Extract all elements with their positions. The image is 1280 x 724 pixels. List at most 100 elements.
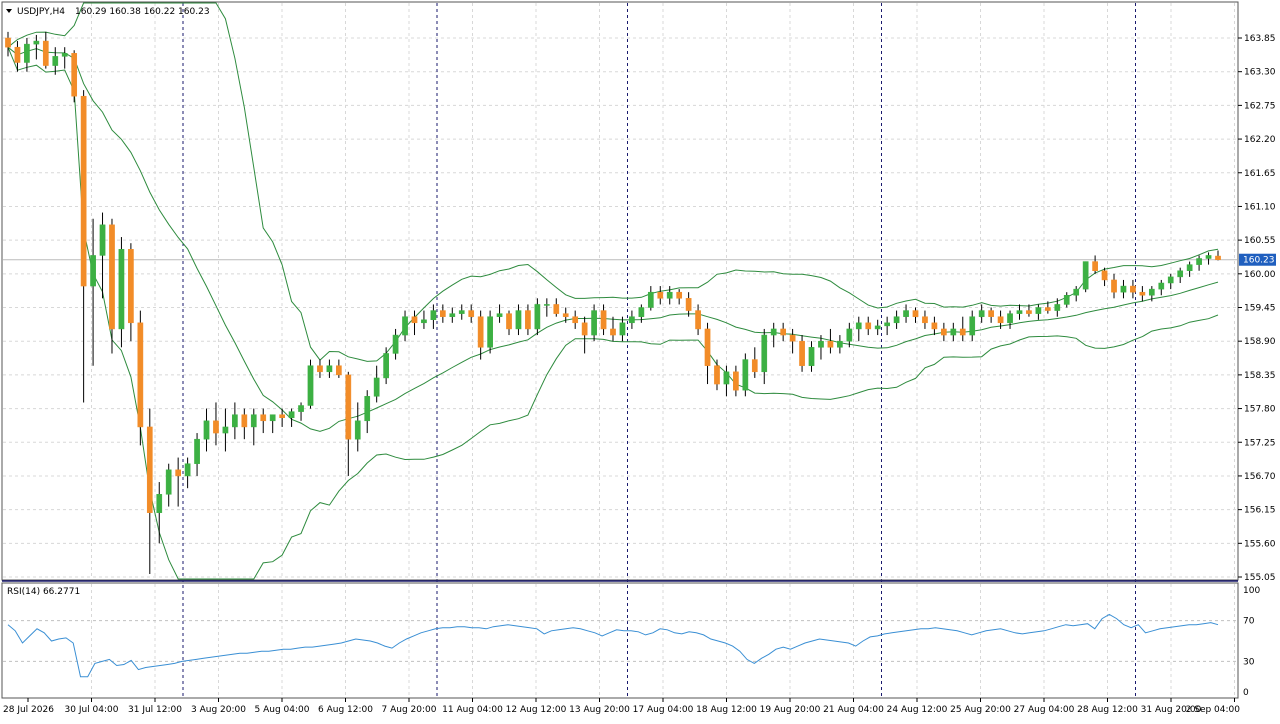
candle[interactable]	[383, 347, 389, 385]
candle[interactable]	[1148, 286, 1155, 302]
candle[interactable]	[213, 402, 219, 446]
candle[interactable]	[269, 414, 276, 434]
candle[interactable]	[1082, 261, 1089, 293]
candle[interactable]	[638, 304, 645, 323]
candle[interactable]	[165, 463, 172, 507]
candle[interactable]	[5, 31, 11, 57]
candle[interactable]	[761, 328, 768, 385]
candle[interactable]	[156, 482, 163, 544]
candle[interactable]	[1026, 304, 1032, 317]
candle[interactable]	[345, 371, 352, 476]
candle[interactable]	[354, 402, 361, 452]
candle[interactable]	[1054, 298, 1061, 317]
price-axis[interactable]: 163.85 163.30 162.75 162.20 161.65 161.10 160.…	[1238, 34, 1276, 583]
candle[interactable]	[610, 316, 616, 342]
candle[interactable]	[317, 359, 323, 378]
candle[interactable]	[24, 38, 30, 72]
candle[interactable]	[666, 286, 673, 305]
triangle-down-icon[interactable]	[6, 9, 12, 13]
candle[interactable]	[723, 365, 730, 397]
candle[interactable]	[241, 408, 248, 440]
candle[interactable]	[846, 322, 853, 348]
candle[interactable]	[1205, 252, 1212, 265]
candle[interactable]	[997, 310, 1004, 329]
candle[interactable]	[1177, 267, 1184, 283]
candle[interactable]	[657, 286, 664, 305]
candle[interactable]	[477, 310, 484, 360]
candle[interactable]	[411, 310, 418, 336]
candle[interactable]	[874, 319, 881, 336]
candle[interactable]	[1196, 255, 1202, 271]
candle[interactable]	[421, 310, 427, 329]
candle[interactable]	[1035, 304, 1042, 320]
candle[interactable]	[1167, 273, 1174, 290]
candle[interactable]	[487, 310, 493, 354]
candle[interactable]	[364, 390, 371, 434]
candle[interactable]	[496, 304, 503, 323]
candle[interactable]	[71, 50, 78, 103]
candle[interactable]	[458, 304, 465, 320]
candle[interactable]	[14, 41, 21, 72]
candle[interactable]	[903, 304, 909, 323]
candle[interactable]	[402, 310, 408, 342]
candle[interactable]	[194, 433, 200, 476]
candle[interactable]	[336, 359, 342, 378]
candles[interactable]	[5, 31, 1221, 574]
candle[interactable]	[260, 408, 267, 434]
candle[interactable]	[61, 47, 68, 69]
candle[interactable]	[468, 304, 475, 323]
candle[interactable]	[250, 408, 257, 446]
candle[interactable]	[770, 322, 777, 348]
candle[interactable]	[146, 408, 153, 574]
time-axis[interactable]: 28 Jul 2026 30 Jul 04:00 31 Jul 12:00 3 Aug…	[3, 698, 1240, 715]
candle[interactable]	[525, 304, 531, 336]
candle[interactable]	[288, 408, 295, 427]
candle[interactable]	[1016, 304, 1023, 320]
candle[interactable]	[232, 402, 238, 440]
candle[interactable]	[950, 322, 957, 342]
candle[interactable]	[742, 353, 749, 397]
candle[interactable]	[52, 47, 59, 75]
candle[interactable]	[855, 316, 862, 342]
candle[interactable]	[1101, 267, 1108, 287]
candle[interactable]	[128, 243, 134, 342]
candle[interactable]	[931, 316, 938, 336]
candle[interactable]	[203, 408, 210, 452]
candle[interactable]	[941, 322, 947, 342]
candle[interactable]	[988, 307, 994, 323]
candle[interactable]	[543, 298, 550, 317]
candle[interactable]	[912, 307, 919, 323]
candle[interactable]	[506, 310, 512, 336]
candle[interactable]	[1044, 301, 1051, 314]
candle[interactable]	[591, 304, 597, 342]
candle[interactable]	[714, 359, 720, 391]
candle[interactable]	[33, 34, 40, 60]
candle[interactable]	[827, 328, 834, 354]
candle[interactable]	[298, 402, 304, 421]
candle[interactable]	[515, 304, 522, 336]
candle[interactable]	[42, 31, 49, 69]
candle[interactable]	[704, 322, 711, 385]
candle[interactable]	[629, 310, 635, 329]
candle[interactable]	[922, 310, 928, 329]
candle[interactable]	[562, 307, 569, 323]
candle[interactable]	[222, 408, 229, 452]
candle[interactable]	[1063, 292, 1070, 308]
candle[interactable]	[279, 408, 285, 427]
candle[interactable]	[137, 310, 144, 446]
candle[interactable]	[1186, 261, 1193, 277]
candle[interactable]	[1111, 273, 1117, 299]
candle[interactable]	[1092, 255, 1098, 274]
candle[interactable]	[90, 218, 96, 366]
candle[interactable]	[553, 298, 560, 317]
candle[interactable]	[109, 218, 115, 354]
candle[interactable]	[808, 341, 815, 372]
candle[interactable]	[99, 212, 106, 299]
candle[interactable]	[685, 292, 692, 317]
candle[interactable]	[751, 347, 758, 378]
candle[interactable]	[676, 289, 683, 305]
candle[interactable]	[893, 310, 900, 329]
candle[interactable]	[1158, 279, 1165, 296]
candle[interactable]	[799, 335, 805, 372]
